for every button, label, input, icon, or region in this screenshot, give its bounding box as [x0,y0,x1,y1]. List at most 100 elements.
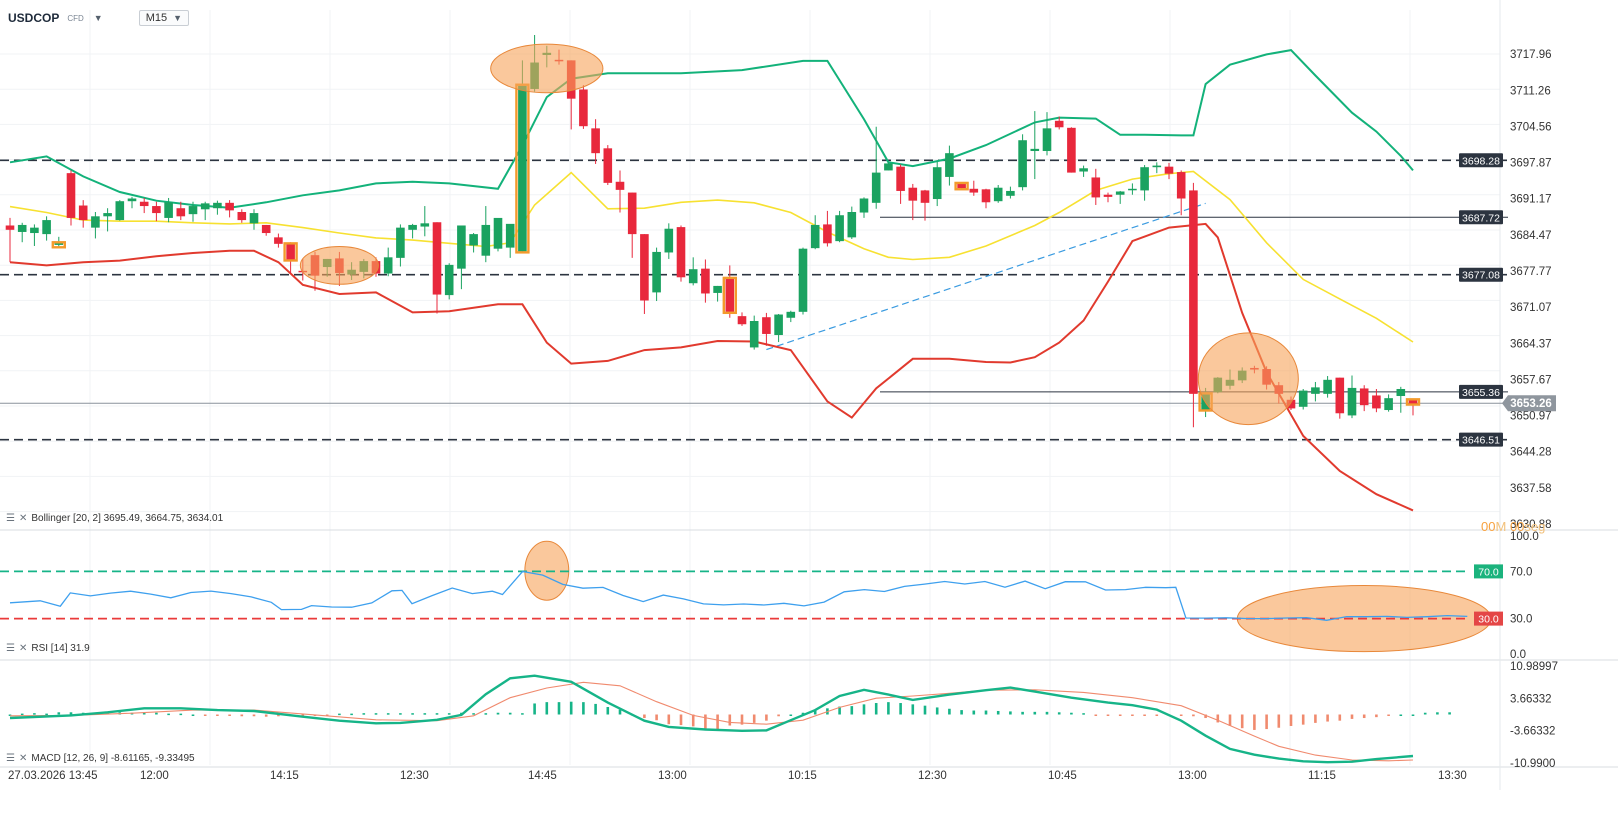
macd-histogram-bar [1094,714,1098,716]
time-tick-label: 13:00 [658,770,687,782]
candle-body [664,228,674,253]
candle-body [164,202,173,218]
macd-histogram-bar [1277,714,1281,728]
candle-body [481,224,491,256]
level-tag-bg [1459,432,1503,447]
candle-body [505,223,515,248]
macd-histogram-bar [1387,714,1390,716]
macd-histogram-bar [203,714,207,716]
candle-body [200,203,210,210]
macd-histogram-bar [45,713,48,716]
macd-histogram-bar [777,714,780,717]
candle-body [1103,194,1113,197]
close-icon[interactable]: ✕ [18,513,28,524]
candle-body [1372,395,1381,409]
time-tick-label: 13:00 [1178,770,1207,782]
macd-histogram-bar [228,714,231,716]
macd-histogram-bar [1362,714,1366,719]
symbol-label[interactable]: USDCOP [8,11,60,25]
level-tag-bg [1459,153,1503,168]
candle-body [1408,400,1418,404]
chevron-down-icon[interactable]: ▼ [93,13,103,23]
macd-histogram-bar [1253,714,1256,730]
candle-body [725,278,735,312]
candle-body [786,311,796,318]
candle-body [957,183,966,189]
macd-histogram-bar [350,713,353,716]
macd-histogram-bar [179,713,183,716]
candle-body [615,181,625,190]
indicator-menu-icon[interactable]: ☰ [6,753,15,764]
macd-histogram-bar [801,712,805,715]
macd-histogram-bar [899,703,902,715]
candle-body [640,234,649,301]
macd-histogram-bar [1448,712,1451,715]
macd-indicator-label: ☰ ✕ MACD [12, 26, 9] -8.61165, -9.33495 [6,753,195,764]
candle-body [286,244,295,260]
macd-histogram-bar [545,702,549,715]
candles[interactable] [5,35,1418,428]
macd-histogram-bar [813,710,817,715]
candle-body [1286,399,1296,409]
candle-body [469,234,478,246]
candle-body [1091,177,1101,198]
candle-body [30,227,39,234]
macd-histogram-bar [728,714,732,726]
macd-signal-line [9,681,1414,762]
macd-histogram-bar [691,714,695,727]
macd-histogram-bar [1326,714,1329,722]
close-icon[interactable]: ✕ [18,643,28,654]
candle-body [457,225,466,269]
macd-histogram-bar [1399,714,1403,716]
candle-body [383,257,393,274]
candle-body [249,213,259,224]
time-tick-label: 10:15 [788,770,817,782]
macd-histogram-bar [1179,714,1183,716]
candle-body [1115,191,1125,195]
macd-histogram-bar [399,713,402,715]
rsi-tick-label: 30.0 [1510,614,1532,626]
macd-histogram-bar [411,713,414,715]
macd-histogram-bar [521,713,524,715]
highlighted-candle [954,181,969,191]
indicator-menu-icon[interactable]: ☰ [6,643,15,654]
macd-histogram-bar [923,705,927,715]
price-tick-label: 3657.67 [1510,374,1552,386]
macd-histogram-bar [423,713,427,715]
macd-histogram-bar [1192,714,1195,717]
macd-tick-label: 10.98997 [1510,661,1558,673]
indicator-menu-icon[interactable]: ☰ [6,513,15,524]
macd-histogram-bar [1204,714,1207,719]
macd-histogram-bar [948,708,951,715]
candle-body [78,205,88,221]
macd-histogram-bar [1143,714,1146,716]
highlight-circle [299,246,379,285]
candle-body [688,269,698,284]
timeframe-select[interactable]: M15 ▼ [138,10,190,26]
macd-histogram-bar [569,701,573,715]
price-tick-label: 3717.96 [1510,49,1552,61]
level-tag-label: 3677.08 [1462,270,1500,282]
macd-histogram-bar [301,714,305,716]
candle-body [139,201,149,207]
macd-histogram-bar [338,713,341,716]
rsi-label-text: RSI [14] 31.9 [31,643,90,654]
macd-histogram-bar [618,709,622,715]
candle-body [408,224,417,230]
candle-body [152,206,161,214]
candle-body [66,173,76,218]
time-tick-label: 12:30 [918,770,947,782]
close-icon[interactable]: ✕ [18,753,28,764]
macd-histogram-bar [1411,714,1415,716]
price-tick-label: 3684.47 [1510,230,1552,242]
bollinger-middle-line [9,170,1414,343]
macd-histogram-bar [496,712,500,715]
macd-histogram-bar [704,714,707,730]
macd-histogram-bar [1033,711,1037,715]
macd-histogram-bar [679,714,683,726]
price-tick-label: 3630.88 [1510,519,1552,531]
candle-body [1030,148,1040,152]
candle-body [420,223,430,227]
candle-body [871,172,881,203]
